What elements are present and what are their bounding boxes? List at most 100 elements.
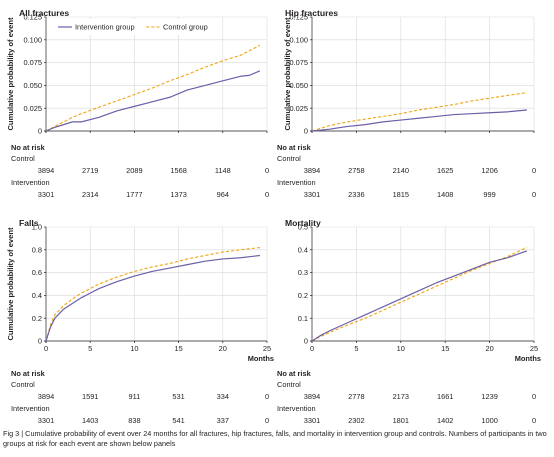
- risk-control-count: 3894: [304, 392, 320, 401]
- risk-control-count: 2719: [82, 166, 98, 175]
- risk-control-count: 531: [172, 392, 184, 401]
- x-tick-label: 15: [174, 344, 182, 353]
- y-tick-label: 0.050: [290, 81, 309, 90]
- risk-control-count: 2140: [393, 166, 409, 175]
- y-tick-label: 0: [38, 337, 42, 346]
- risk-control-count: 1625: [437, 166, 453, 175]
- x-tick-label: 20: [219, 344, 227, 353]
- risk-intervention-count: 964: [217, 190, 229, 199]
- legend-background: [54, 19, 204, 35]
- risk-intervention-count: 1403: [82, 416, 98, 425]
- x-tick-label: 10: [130, 344, 138, 353]
- risk-control-label: Control: [11, 380, 35, 389]
- panel-title: Hip fractures: [285, 8, 338, 18]
- x-tick-label: 25: [263, 344, 271, 353]
- y-tick-label: 0.4: [32, 291, 42, 300]
- y-tick-label: 0: [304, 337, 308, 346]
- risk-intervention-count: 0: [532, 416, 536, 425]
- risk-control-count: 911: [129, 392, 141, 401]
- y-tick-label: 1.0: [32, 223, 42, 232]
- risk-intervention-label: Intervention: [277, 178, 316, 187]
- y-axis-label: Cumulative probability of event: [6, 17, 15, 131]
- x-tick-label: 15: [441, 344, 449, 353]
- risk-control-count: 2778: [348, 392, 364, 401]
- y-tick-label: 0.125: [290, 13, 309, 22]
- risk-intervention-count: 2302: [348, 416, 364, 425]
- risk-intervention-count: 1777: [126, 190, 142, 199]
- risk-table: No at risk Control Intervention 3894 3301 271…: [11, 143, 269, 199]
- panel-title: All fractures: [19, 8, 69, 18]
- risk-control-count: 2758: [348, 166, 364, 175]
- risk-intervention-count: 1801: [393, 416, 409, 425]
- intervention-series-line: [45, 254, 260, 342]
- risk-control-count: 2173: [393, 392, 409, 401]
- x-tick-label: 5: [88, 344, 92, 353]
- y-tick-label: 0.100: [24, 35, 43, 44]
- x-tick-label: 0: [44, 344, 48, 353]
- risk-intervention-count: 2314: [82, 190, 98, 199]
- risk-control-count: 0: [265, 392, 269, 401]
- risk-control-count: 3894: [38, 166, 54, 175]
- risk-intervention-count: 3301: [38, 416, 54, 425]
- risk-intervention-count: 0: [532, 190, 536, 199]
- risk-intervention-label: Intervention: [11, 178, 50, 187]
- risk-control-count: 1568: [170, 166, 186, 175]
- risk-intervention-label: Intervention: [11, 404, 50, 413]
- control-series-line: [45, 246, 260, 342]
- control-series-line: [311, 247, 528, 342]
- risk-control-count: 0: [265, 166, 269, 175]
- risk-intervention-count: 1408: [437, 190, 453, 199]
- x-axis-label: Months: [248, 354, 274, 363]
- risk-control-count: 334: [217, 392, 229, 401]
- intervention-series-line: [311, 109, 527, 132]
- y-tick-label: 0.2: [298, 291, 308, 300]
- risk-control-count: 0: [532, 166, 536, 175]
- risk-intervention-count: 1815: [393, 190, 409, 199]
- y-tick-label: 0.050: [24, 81, 43, 90]
- panel-mortality: 0 0.1 0.2 0.3 0.4 0.5 0 5 10 15 20 25 Mortality Month…: [277, 218, 541, 425]
- risk-intervention-count: 1000: [481, 416, 497, 425]
- risk-intervention-count: 1402: [437, 416, 453, 425]
- risk-table-header: No at risk: [277, 143, 312, 152]
- risk-control-label: Control: [277, 380, 301, 389]
- risk-table-header: No at risk: [277, 369, 312, 378]
- risk-intervention-count: 1373: [170, 190, 186, 199]
- figure-caption: Fig 3 | Cumulative probability of event …: [3, 429, 547, 448]
- legend: Intervention group Control group: [54, 19, 208, 35]
- y-tick-label: 0: [304, 127, 308, 136]
- y-axis-label: Cumulative probability of event: [6, 227, 15, 341]
- risk-intervention-count: 2336: [348, 190, 364, 199]
- risk-control-count: 2089: [126, 166, 142, 175]
- intervention-series-line: [311, 250, 528, 342]
- intervention-series-line: [45, 70, 261, 132]
- legend-intervention-label: Intervention group: [75, 23, 135, 32]
- y-tick-label: 0: [38, 127, 42, 136]
- risk-table: No at risk Control Intervention 3894 3301 275…: [277, 143, 536, 199]
- x-tick-label: 25: [530, 344, 538, 353]
- risk-table-header: No at risk: [11, 143, 46, 152]
- risk-control-count: 0: [532, 392, 536, 401]
- y-axis-label: Cumulative probability of event: [283, 17, 292, 131]
- risk-intervention-count: 3301: [304, 416, 320, 425]
- control-series-line: [311, 92, 527, 132]
- risk-control-count: 1661: [437, 392, 453, 401]
- control-series-line: [45, 44, 261, 132]
- y-tick-label: 0.075: [290, 58, 309, 67]
- risk-intervention-count: 3301: [304, 190, 320, 199]
- x-tick-label: 0: [310, 344, 314, 353]
- y-tick-label: 0.8: [32, 245, 42, 254]
- risk-intervention-count: 3301: [38, 190, 54, 199]
- y-tick-label: 0.025: [290, 104, 309, 113]
- risk-intervention-count: 0: [265, 416, 269, 425]
- y-tick-label: 0.1: [298, 314, 308, 323]
- panel-title: Falls: [19, 218, 39, 228]
- y-tick-label: 0.4: [298, 245, 308, 254]
- y-tick-label: 0.075: [24, 58, 43, 67]
- y-tick-label: 0.6: [32, 268, 42, 277]
- risk-table: No at risk Control Intervention 3894 3301 159…: [11, 369, 269, 425]
- risk-control-count: 3894: [38, 392, 54, 401]
- risk-intervention-count: 337: [217, 416, 229, 425]
- risk-intervention-count: 838: [128, 416, 140, 425]
